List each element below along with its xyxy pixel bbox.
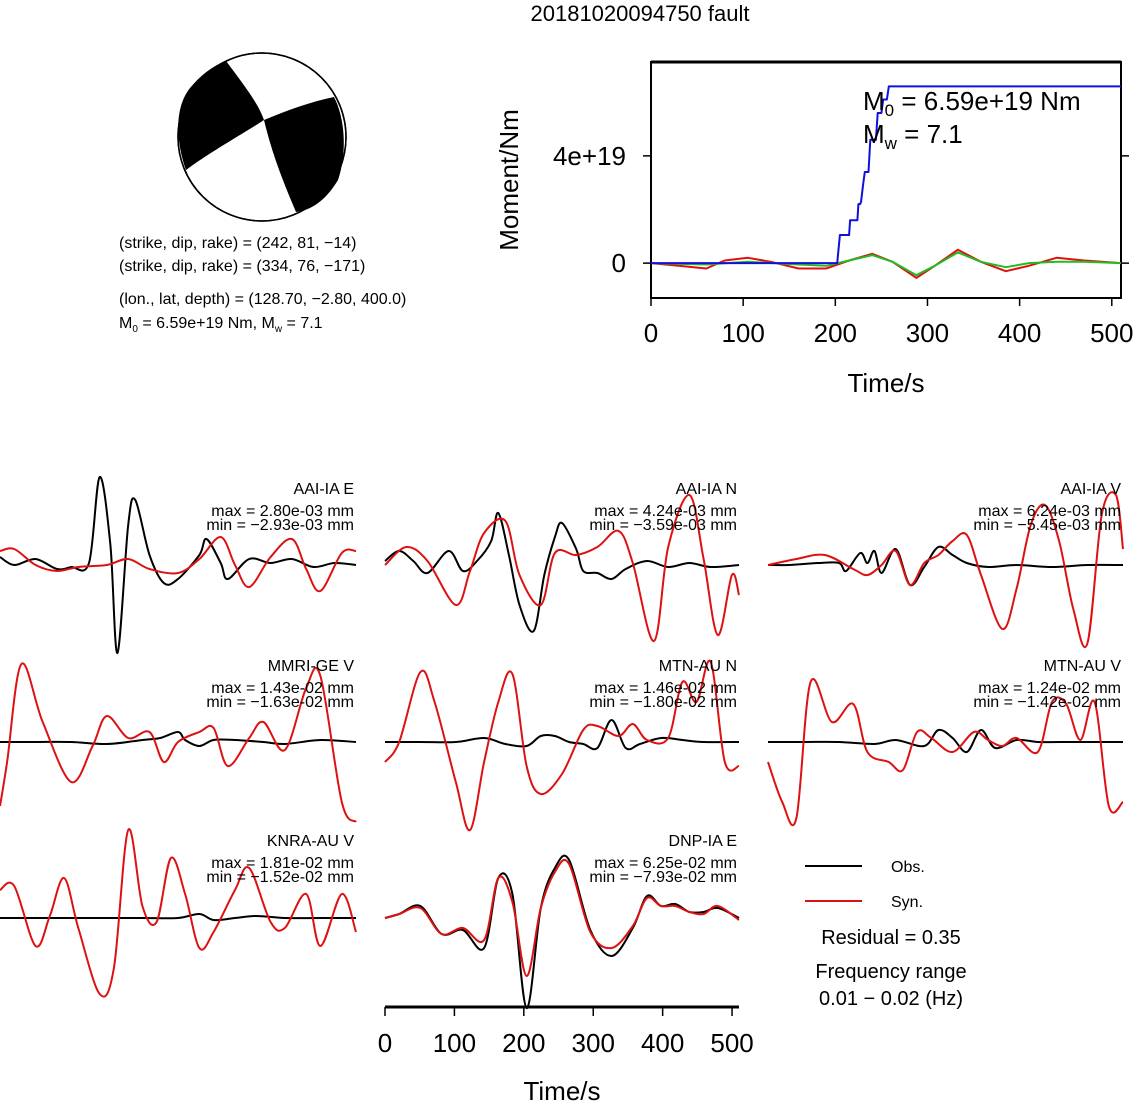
waveform-min-label: min = −1.80e-02 mm bbox=[589, 694, 737, 711]
legend-obs-label: Obs. bbox=[891, 859, 925, 876]
focal-line-1: (strike, dip, rake) = (242, 81, −14) bbox=[119, 235, 356, 252]
waveform-min-label: min = −7.93e-02 mm bbox=[589, 869, 737, 886]
moment-axis-ticks: 0 100 200 300 400 500 0 4e+19 bbox=[553, 141, 1134, 348]
moment-ytick-label: 0 bbox=[612, 248, 626, 278]
moment-xtick-label: 300 bbox=[906, 318, 949, 348]
focal-line-2: (strike, dip, rake) = (334, 76, −171) bbox=[119, 258, 365, 275]
waveform-station-label: KNRA-AU V bbox=[267, 833, 354, 850]
moment-ylabel: Moment/Nm bbox=[494, 109, 524, 251]
waveform-max-label: max = 2.80e-03 mm bbox=[211, 503, 354, 520]
waveform-station-label: AAI-IA E bbox=[294, 481, 354, 498]
waveform-xtick-label: 200 bbox=[502, 1028, 545, 1058]
focal-line-3: (lon., lat, depth) = (128.70, −2.80, 400… bbox=[119, 291, 406, 308]
waveform-station-label: MMRI-GE V bbox=[268, 658, 355, 675]
waveform-min-label: min = −1.63e-02 mm bbox=[206, 694, 354, 711]
beachball bbox=[177, 52, 347, 222]
moment-xlabel: Time/s bbox=[847, 368, 924, 398]
waveform-xtick-label: 300 bbox=[572, 1028, 615, 1058]
moment-xtick-label: 100 bbox=[721, 318, 764, 348]
moment-xtick-label: 500 bbox=[1090, 318, 1133, 348]
waveform-xlabel: Time/s bbox=[523, 1076, 600, 1104]
waveform-synthetic-line bbox=[384, 659, 740, 832]
waveform-observed-line bbox=[0, 731, 357, 748]
waveform-station-label: MTN-AU N bbox=[659, 658, 737, 675]
waveform-min-label: min = −1.42e-02 mm bbox=[973, 694, 1121, 711]
figure-title: 20181020094750 fault bbox=[531, 1, 750, 26]
waveform-min-label: min = −5.45e-03 mm bbox=[973, 517, 1121, 534]
waveform-xtick-label: 0 bbox=[378, 1028, 392, 1058]
focal-magnitude-line: M0 = 6.59e+19 Nm, Mw = 7.1 bbox=[119, 315, 323, 335]
waveform-time-axis: Time/s 0 100 200 300 400 500 bbox=[378, 1005, 754, 1104]
waveform-observed-line bbox=[384, 511, 740, 633]
waveform-max-label: max = 1.46e-02 mm bbox=[594, 680, 737, 697]
waveform-max-label: max = 4.24e-03 mm bbox=[594, 503, 737, 520]
focal-info: (strike, dip, rake) = (242, 81, −14) (st… bbox=[119, 235, 406, 335]
waveform-synthetic-line bbox=[384, 494, 740, 643]
legend-syn-label: Syn. bbox=[891, 894, 923, 911]
waveform-xtick-label: 400 bbox=[641, 1028, 684, 1058]
waveform-max-label: max = 6.25e-02 mm bbox=[594, 855, 737, 872]
legend-frequency-value: 0.01 − 0.02 (Hz) bbox=[819, 988, 963, 1010]
waveform-min-label: min = −3.59e-03 mm bbox=[589, 517, 737, 534]
waveform-xtick-label: 100 bbox=[433, 1028, 476, 1058]
moment-xtick-label: 400 bbox=[998, 318, 1041, 348]
moment-xtick-label: 200 bbox=[814, 318, 857, 348]
legend-residual: Residual = 0.35 bbox=[821, 927, 961, 949]
waveform-synthetic-line bbox=[0, 662, 357, 823]
beachball-quadrant-right bbox=[264, 97, 344, 212]
waveform-observed-line bbox=[767, 545, 1124, 587]
waveform-xtick-label: 500 bbox=[710, 1028, 753, 1058]
waveform-synthetic-line bbox=[0, 536, 357, 593]
waveform-observed-line bbox=[0, 475, 357, 655]
waveform-station-label: MTN-AU V bbox=[1044, 658, 1122, 675]
moment-annotation-mw: Mw = 7.1 bbox=[863, 119, 963, 153]
moment-xtick-label: 0 bbox=[644, 318, 658, 348]
waveform-station-label: AAI-IA N bbox=[676, 481, 737, 498]
legend: Obs. Syn. Residual = 0.35 Frequency rang… bbox=[805, 859, 967, 1010]
waveform-max-label: max = 1.81e-02 mm bbox=[211, 855, 354, 872]
waveform-synthetic-line bbox=[0, 828, 357, 998]
moment-series-line-0 bbox=[651, 85, 1121, 265]
moment-ytick-label: 4e+19 bbox=[553, 141, 626, 171]
waveform-max-label: max = 6.24e-03 mm bbox=[978, 503, 1121, 520]
waveform-synthetic-line bbox=[767, 491, 1124, 648]
waveform-synthetic-line bbox=[767, 678, 1124, 827]
moment-series-group bbox=[650, 85, 1122, 279]
waveform-min-label: min = −2.93e-03 mm bbox=[206, 517, 354, 534]
waveform-station-label: DNP-IA E bbox=[669, 833, 737, 850]
moment-annotation-m0: M0 = 6.59e+19 Nm bbox=[863, 86, 1081, 120]
legend-frequency-label: Frequency range bbox=[815, 961, 966, 983]
waveform-station-label: AAI-IA V bbox=[1061, 481, 1122, 498]
waveform-observed-line bbox=[0, 912, 356, 922]
waveform-synthetic-line bbox=[384, 859, 740, 978]
waveform-max-label: max = 1.24e-02 mm bbox=[978, 680, 1121, 697]
waveform-max-label: max = 1.43e-02 mm bbox=[211, 680, 354, 697]
beachball-quadrant-left bbox=[178, 61, 264, 170]
waveform-observed-line bbox=[384, 718, 740, 751]
waveform-min-label: min = −1.52e-02 mm bbox=[206, 869, 354, 886]
